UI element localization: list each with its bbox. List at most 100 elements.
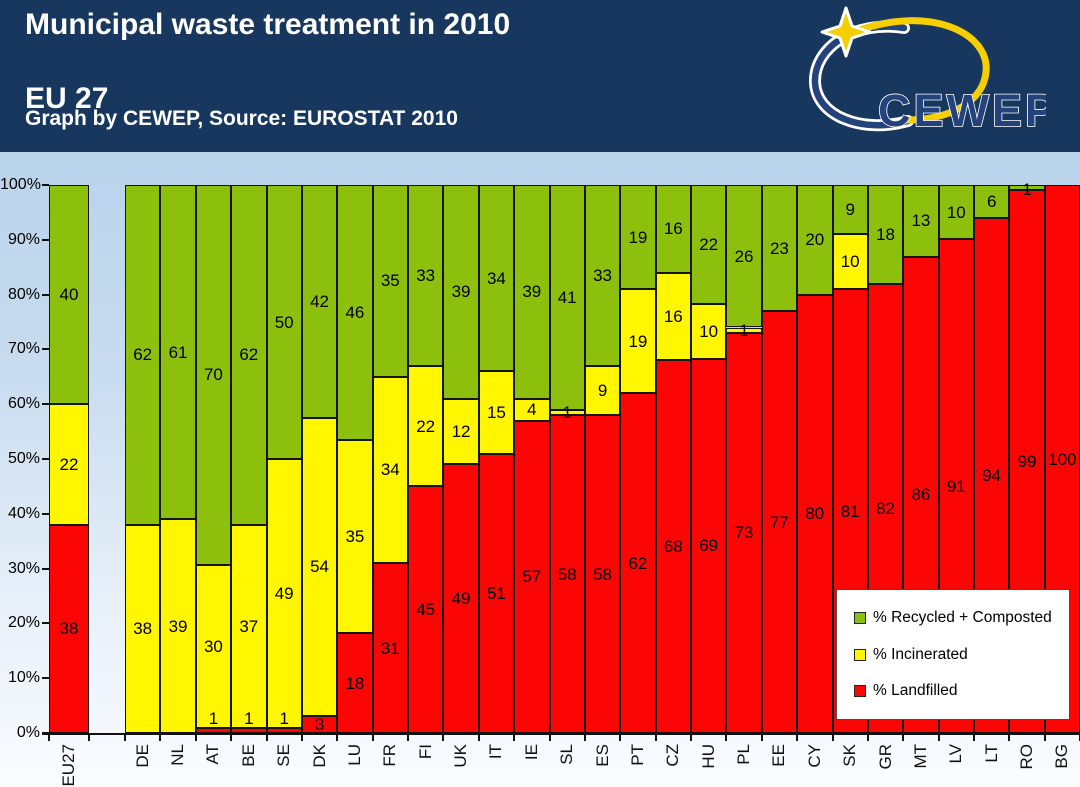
legend-swatch-incinerated bbox=[854, 648, 866, 661]
segment-incinerated: 4 bbox=[514, 398, 550, 421]
y-axis-label: 90% bbox=[7, 230, 40, 248]
chart-legend: % Recycled + Composted % Incinerated % Lan… bbox=[836, 589, 1070, 720]
data-label: 38 bbox=[59, 619, 79, 639]
data-label: 16 bbox=[663, 307, 683, 327]
legend-swatch-recycled bbox=[854, 611, 866, 624]
data-label: 9 bbox=[597, 381, 608, 401]
bar-fr: 31 34 35 FR bbox=[372, 185, 409, 767]
x-axis-label-pl: PL bbox=[734, 744, 754, 765]
x-axis-label-at: AT bbox=[203, 744, 223, 765]
data-label: 1 bbox=[1022, 180, 1032, 200]
y-axis-tick bbox=[42, 403, 49, 406]
x-axis-tick bbox=[477, 735, 480, 741]
data-label: 94 bbox=[982, 465, 1002, 485]
data-label: 39 bbox=[522, 282, 542, 302]
bar-fi: 45 22 33 FI bbox=[408, 185, 445, 759]
data-label: 31 bbox=[380, 638, 400, 658]
bar-uk: 49 12 39 UK bbox=[443, 185, 480, 768]
data-label: 58 bbox=[557, 564, 577, 584]
segment-incinerated: 39 bbox=[160, 519, 196, 733]
segment-incinerated: 16 bbox=[655, 272, 691, 361]
x-axis-tick bbox=[583, 735, 586, 741]
segment-recycled: 62 bbox=[231, 185, 267, 525]
bar-at: 1 30 70 AT bbox=[195, 185, 233, 764]
data-label: 22 bbox=[416, 416, 436, 436]
segment-landfilled: 38 bbox=[49, 524, 89, 733]
segment-recycled: 34 bbox=[478, 185, 515, 372]
segment-landfilled: 57 bbox=[514, 420, 550, 733]
x-axis-label-sl: SL bbox=[557, 744, 577, 765]
data-label: 49 bbox=[274, 583, 294, 603]
segment-recycled: 13 bbox=[903, 185, 939, 257]
segment-recycled: 33 bbox=[408, 185, 444, 366]
segment-incinerated: 54 bbox=[301, 417, 338, 717]
data-label: 100 bbox=[1048, 449, 1077, 469]
x-axis-tick bbox=[1008, 735, 1011, 741]
legend-label: % Landfilled bbox=[873, 682, 958, 700]
x-axis-tick bbox=[831, 735, 834, 741]
bar-ee: 77 23 EE bbox=[761, 185, 799, 767]
y-axis-label: 100% bbox=[0, 176, 41, 193]
x-axis-label-dk: DK bbox=[309, 744, 329, 768]
segment-landfilled: 1 bbox=[195, 710, 232, 733]
x-axis-tick bbox=[88, 735, 90, 741]
x-axis-tick bbox=[654, 735, 657, 741]
data-label: 20 bbox=[805, 230, 825, 250]
segment-landfilled: 77 bbox=[761, 311, 798, 733]
x-axis-tick bbox=[548, 735, 551, 741]
data-label: 1 bbox=[739, 320, 749, 340]
logo-star-icon bbox=[820, 6, 872, 58]
y-axis-label: 80% bbox=[7, 285, 40, 303]
bar-cz: 68 16 16 CZ bbox=[655, 185, 692, 767]
y-axis-label: 10% bbox=[7, 669, 40, 687]
x-axis-label-se: SE bbox=[274, 744, 294, 767]
data-label: 18 bbox=[876, 224, 896, 244]
data-label: 38 bbox=[133, 619, 153, 639]
data-label: 77 bbox=[769, 512, 789, 532]
bar-pt: 62 19 19 PT bbox=[620, 185, 657, 766]
data-label: 1 bbox=[244, 708, 254, 728]
x-axis-tick bbox=[48, 735, 50, 741]
x-axis-tick bbox=[619, 735, 622, 741]
segment-landfilled: 31 bbox=[372, 563, 408, 733]
y-axis-tick bbox=[42, 567, 49, 570]
chart-source-subtitle: Graph by CEWEP, Source: EUROSTAT 2010 bbox=[25, 107, 458, 130]
data-label: 81 bbox=[840, 501, 860, 521]
x-axis-line bbox=[42, 732, 1080, 735]
x-axis-label-cy: CY bbox=[804, 744, 824, 768]
segment-recycled: 35 bbox=[372, 185, 408, 377]
segment-landfilled: 3 bbox=[301, 716, 338, 733]
data-label: 4 bbox=[527, 400, 537, 420]
bar-cy: 80 20 CY bbox=[797, 185, 834, 768]
data-label: 68 bbox=[663, 537, 683, 557]
legend-label: % Incinerated bbox=[873, 645, 968, 663]
cewep-logo: CEWEP bbox=[808, 6, 1046, 137]
x-axis-tick bbox=[407, 735, 409, 741]
data-label: 45 bbox=[416, 600, 436, 620]
segment-recycled: 39 bbox=[443, 185, 479, 399]
segment-recycled: 62 bbox=[125, 185, 161, 525]
segment-incinerated: 30 bbox=[195, 564, 232, 728]
segment-landfilled: 80 bbox=[797, 294, 833, 733]
bar-lu: 18 35 46 LU bbox=[337, 185, 374, 766]
x-axis-tick bbox=[336, 735, 339, 741]
segment-incinerated: 15 bbox=[478, 371, 515, 454]
y-axis-label: 20% bbox=[7, 614, 40, 632]
data-label: 80 bbox=[805, 504, 825, 524]
data-label: 30 bbox=[203, 636, 223, 656]
segment-recycled: 40 bbox=[49, 185, 89, 405]
y-axis-label: 40% bbox=[7, 504, 40, 522]
bar-be: 1 37 62 BE bbox=[231, 185, 268, 767]
bar-eu27: 38 22 40 EU27 bbox=[49, 185, 90, 787]
x-axis-label-uk: UK bbox=[451, 744, 471, 768]
x-axis-tick bbox=[796, 735, 799, 741]
data-label: 34 bbox=[380, 460, 400, 480]
segment-recycled: 26 bbox=[726, 185, 762, 328]
x-axis-label-be: BE bbox=[238, 744, 258, 767]
segment-recycled: 46 bbox=[337, 185, 373, 440]
data-label: 42 bbox=[310, 291, 330, 311]
x-axis-tick bbox=[194, 735, 197, 741]
data-label: 49 bbox=[451, 589, 471, 609]
segment-recycled: 41 bbox=[549, 185, 585, 410]
data-label: 69 bbox=[699, 536, 719, 556]
